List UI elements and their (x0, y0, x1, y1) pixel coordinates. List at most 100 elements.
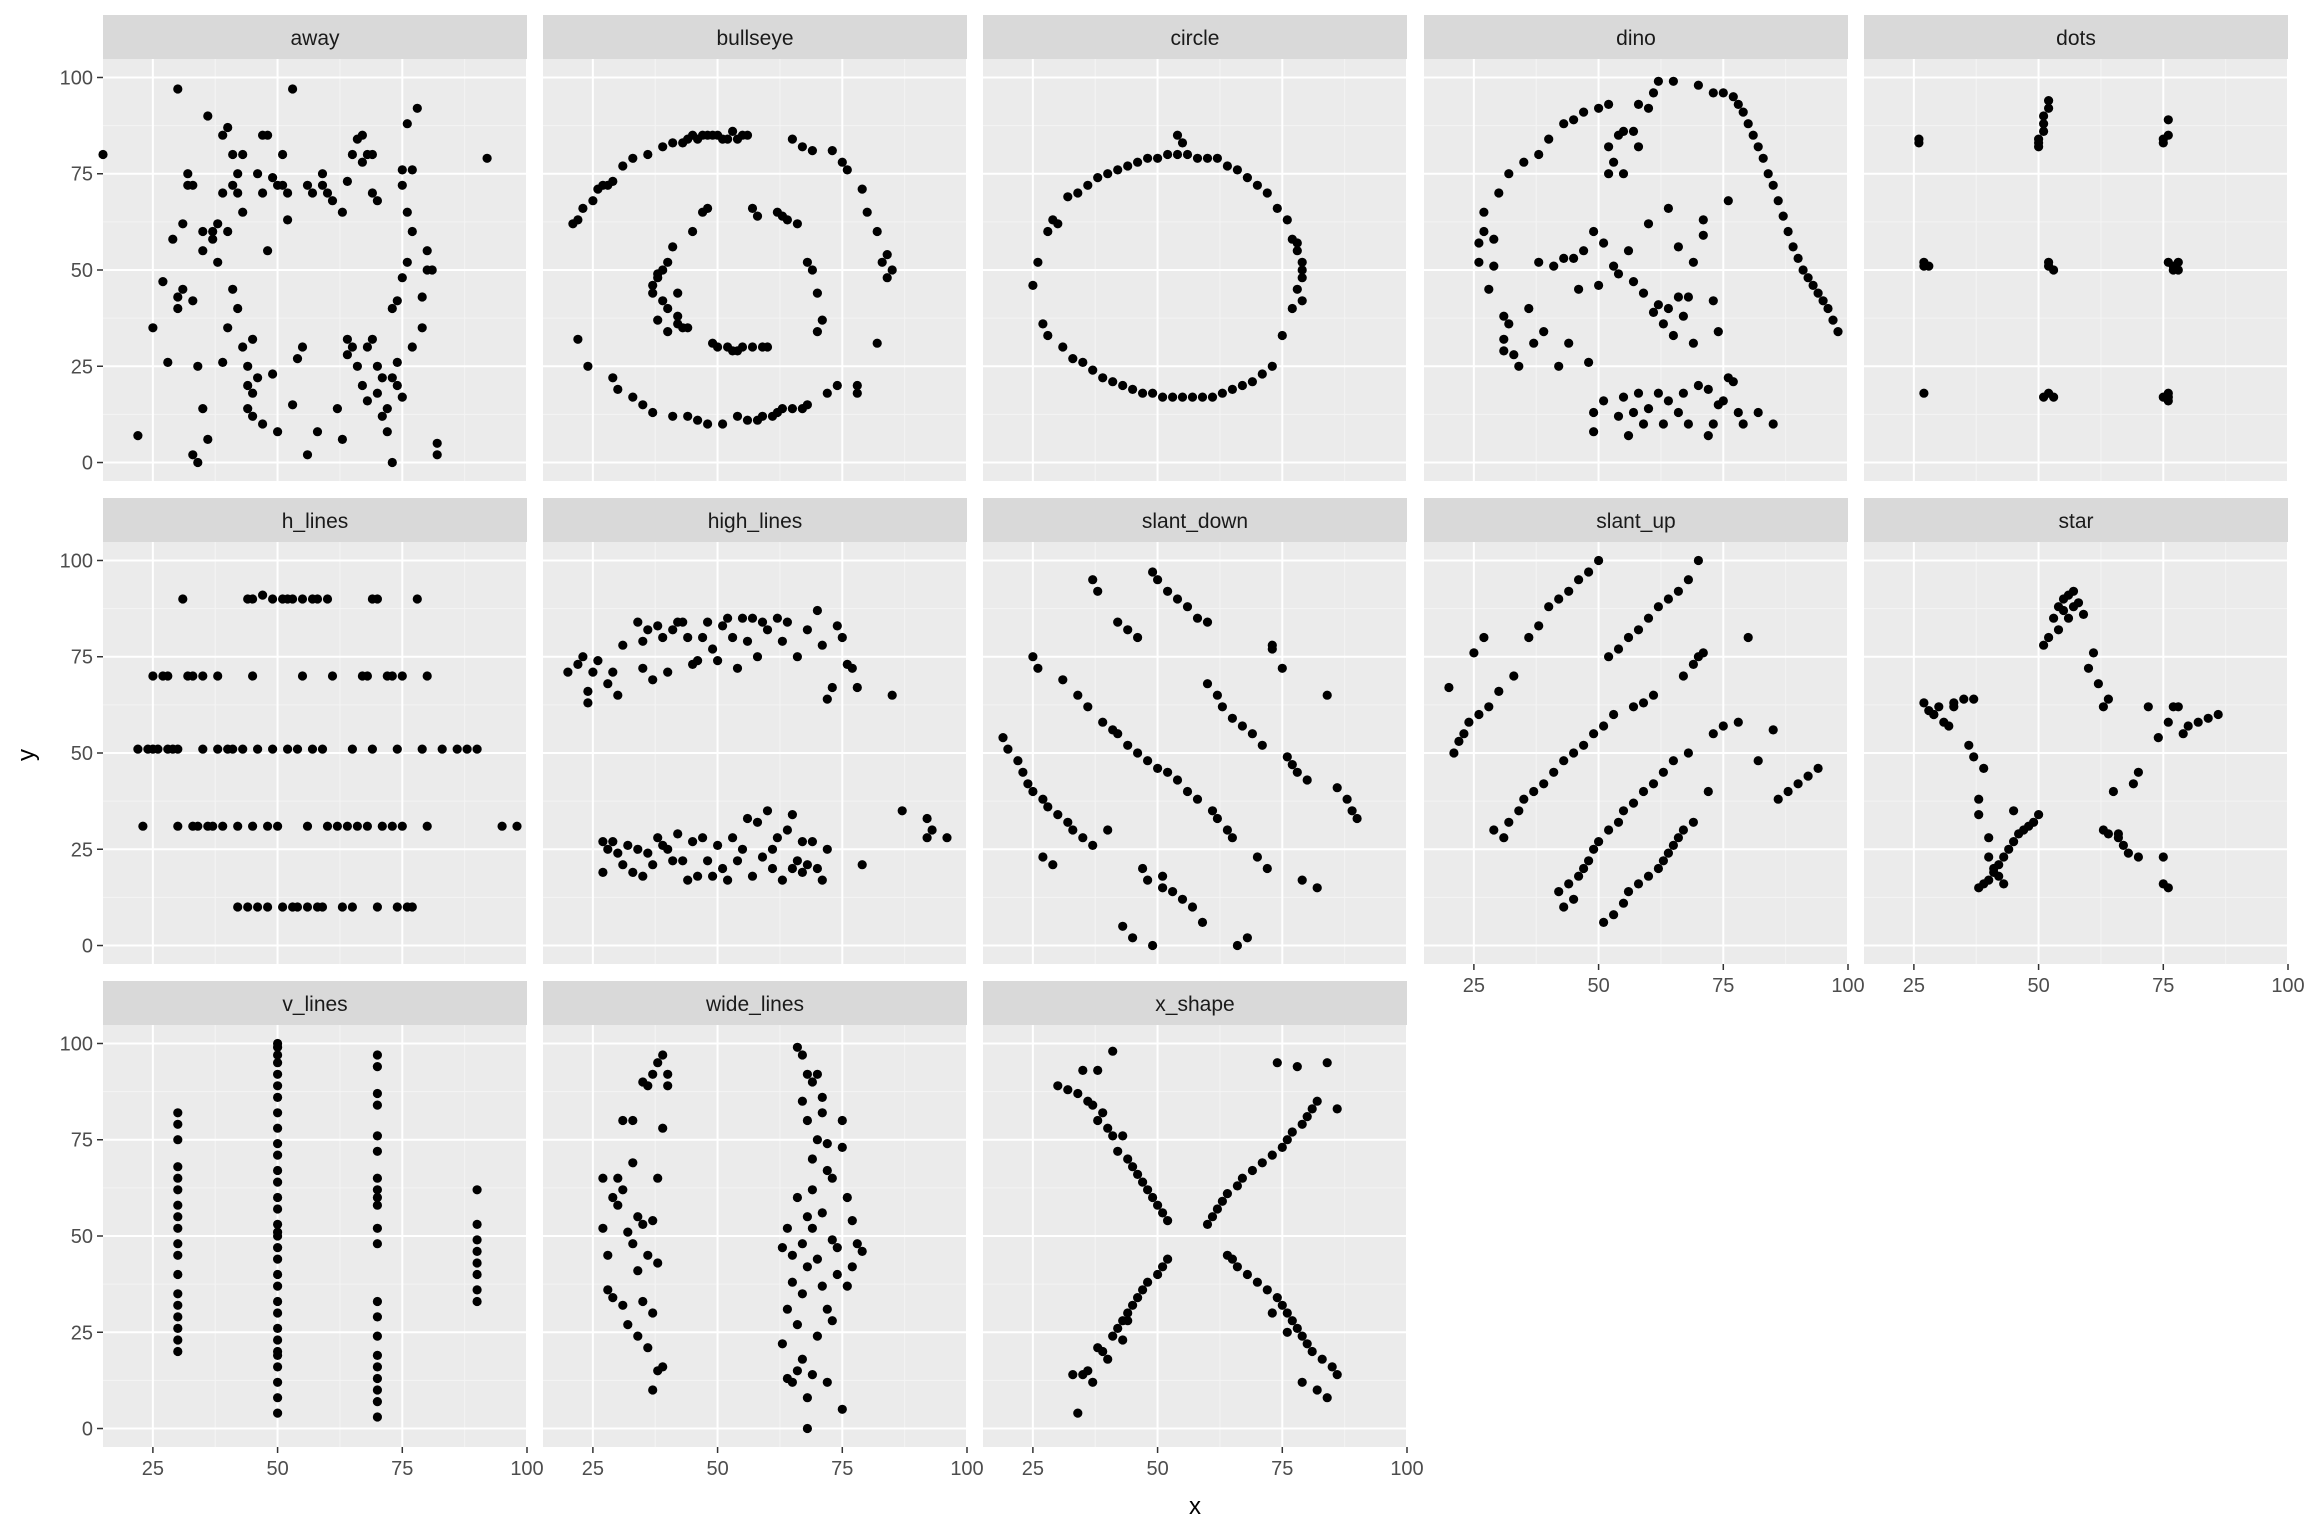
data-point (1128, 384, 1138, 394)
data-point (1798, 265, 1808, 275)
data-point (847, 1216, 857, 1226)
data-point (1267, 1308, 1277, 1318)
data-point (1058, 675, 1068, 685)
data-point (1232, 165, 1242, 175)
data-point (1177, 138, 1188, 148)
data-point (1312, 1096, 1322, 1106)
data-point (1247, 377, 1257, 387)
data-point (653, 1058, 663, 1068)
data-point (1949, 702, 1959, 712)
data-point (377, 373, 387, 383)
data-point (1297, 875, 1307, 885)
data-point (1663, 396, 1673, 406)
data-point (427, 265, 437, 275)
data-point (1028, 786, 1038, 797)
x-tick-label: 100 (2271, 975, 2304, 997)
data-point (173, 1119, 183, 1129)
data-point (1098, 1346, 1108, 1357)
data-point (1103, 1354, 1113, 1364)
facet-strip-label: slant_down (1142, 510, 1248, 533)
data-point (173, 1312, 183, 1322)
data-point (643, 1343, 653, 1353)
data-point (1098, 373, 1108, 383)
data-point (317, 180, 328, 190)
data-point (1673, 833, 1683, 843)
data-point (1073, 1088, 1083, 1099)
x-tick-label: 25 (1903, 975, 1925, 997)
data-point (578, 203, 588, 213)
data-point (273, 1058, 283, 1068)
data-point (273, 1296, 283, 1307)
data-point (2039, 640, 2049, 650)
data-point (1078, 357, 1088, 367)
data-point (372, 1397, 382, 1407)
data-point (1143, 153, 1153, 163)
data-point (1818, 296, 1828, 306)
data-point (782, 1304, 793, 1314)
data-point (1138, 388, 1148, 398)
data-point (417, 292, 427, 302)
data-point (857, 860, 867, 870)
data-point (653, 1173, 663, 1183)
data-point (1559, 902, 1569, 912)
data-point (2143, 702, 2153, 712)
data-point (1733, 717, 1743, 727)
data-point (2173, 702, 2183, 712)
facet-panel: slant_down (983, 498, 1408, 964)
data-point (1604, 99, 1614, 109)
data-point (223, 122, 233, 133)
data-point (273, 1393, 283, 1403)
data-point (1994, 860, 2004, 870)
data-point (1683, 748, 1693, 758)
data-point (1564, 338, 1574, 348)
data-point (1078, 833, 1088, 843)
data-point (2039, 111, 2049, 121)
data-point (658, 1123, 668, 1133)
x-tick-label: 75 (1712, 975, 1734, 997)
data-point (718, 419, 728, 429)
data-point (2158, 852, 2168, 862)
data-point (1093, 1115, 1103, 1126)
data-point (678, 617, 688, 627)
data-point (1282, 215, 1292, 225)
data-point (1212, 1204, 1222, 1214)
data-point (317, 902, 328, 912)
data-point (377, 411, 387, 421)
data-point (1489, 825, 1499, 835)
data-point (372, 1312, 382, 1322)
data-point (347, 902, 357, 912)
data-point (1083, 180, 1093, 190)
data-point (573, 334, 583, 344)
data-point (628, 392, 638, 402)
data-point (163, 671, 173, 681)
data-point (942, 833, 952, 843)
data-point (263, 130, 273, 140)
data-point (1237, 721, 1247, 731)
data-point (337, 434, 347, 444)
data-point (213, 744, 223, 754)
data-point (698, 833, 708, 843)
data-point (633, 1331, 643, 1341)
data-point (1053, 219, 1063, 229)
data-point (238, 149, 248, 160)
data-point (797, 1239, 808, 1249)
data-point (1638, 419, 1649, 429)
data-point (1599, 396, 1609, 406)
y-tick-label: 50 (71, 260, 93, 282)
facet-strip-label: bullseye (716, 27, 793, 50)
data-point (593, 656, 603, 666)
data-point (1182, 149, 1193, 160)
data-point (797, 837, 808, 847)
data-point (1322, 690, 1332, 700)
data-point (1148, 388, 1158, 398)
data-point (2049, 613, 2059, 623)
data-point (1138, 863, 1148, 874)
data-point (2044, 103, 2054, 113)
data-point (208, 226, 218, 237)
data-point (407, 342, 417, 352)
data-point (1247, 729, 1257, 739)
data-point (658, 1050, 668, 1060)
data-point (1643, 613, 1654, 623)
data-point (228, 284, 238, 294)
facet-strip (1424, 15, 1848, 59)
